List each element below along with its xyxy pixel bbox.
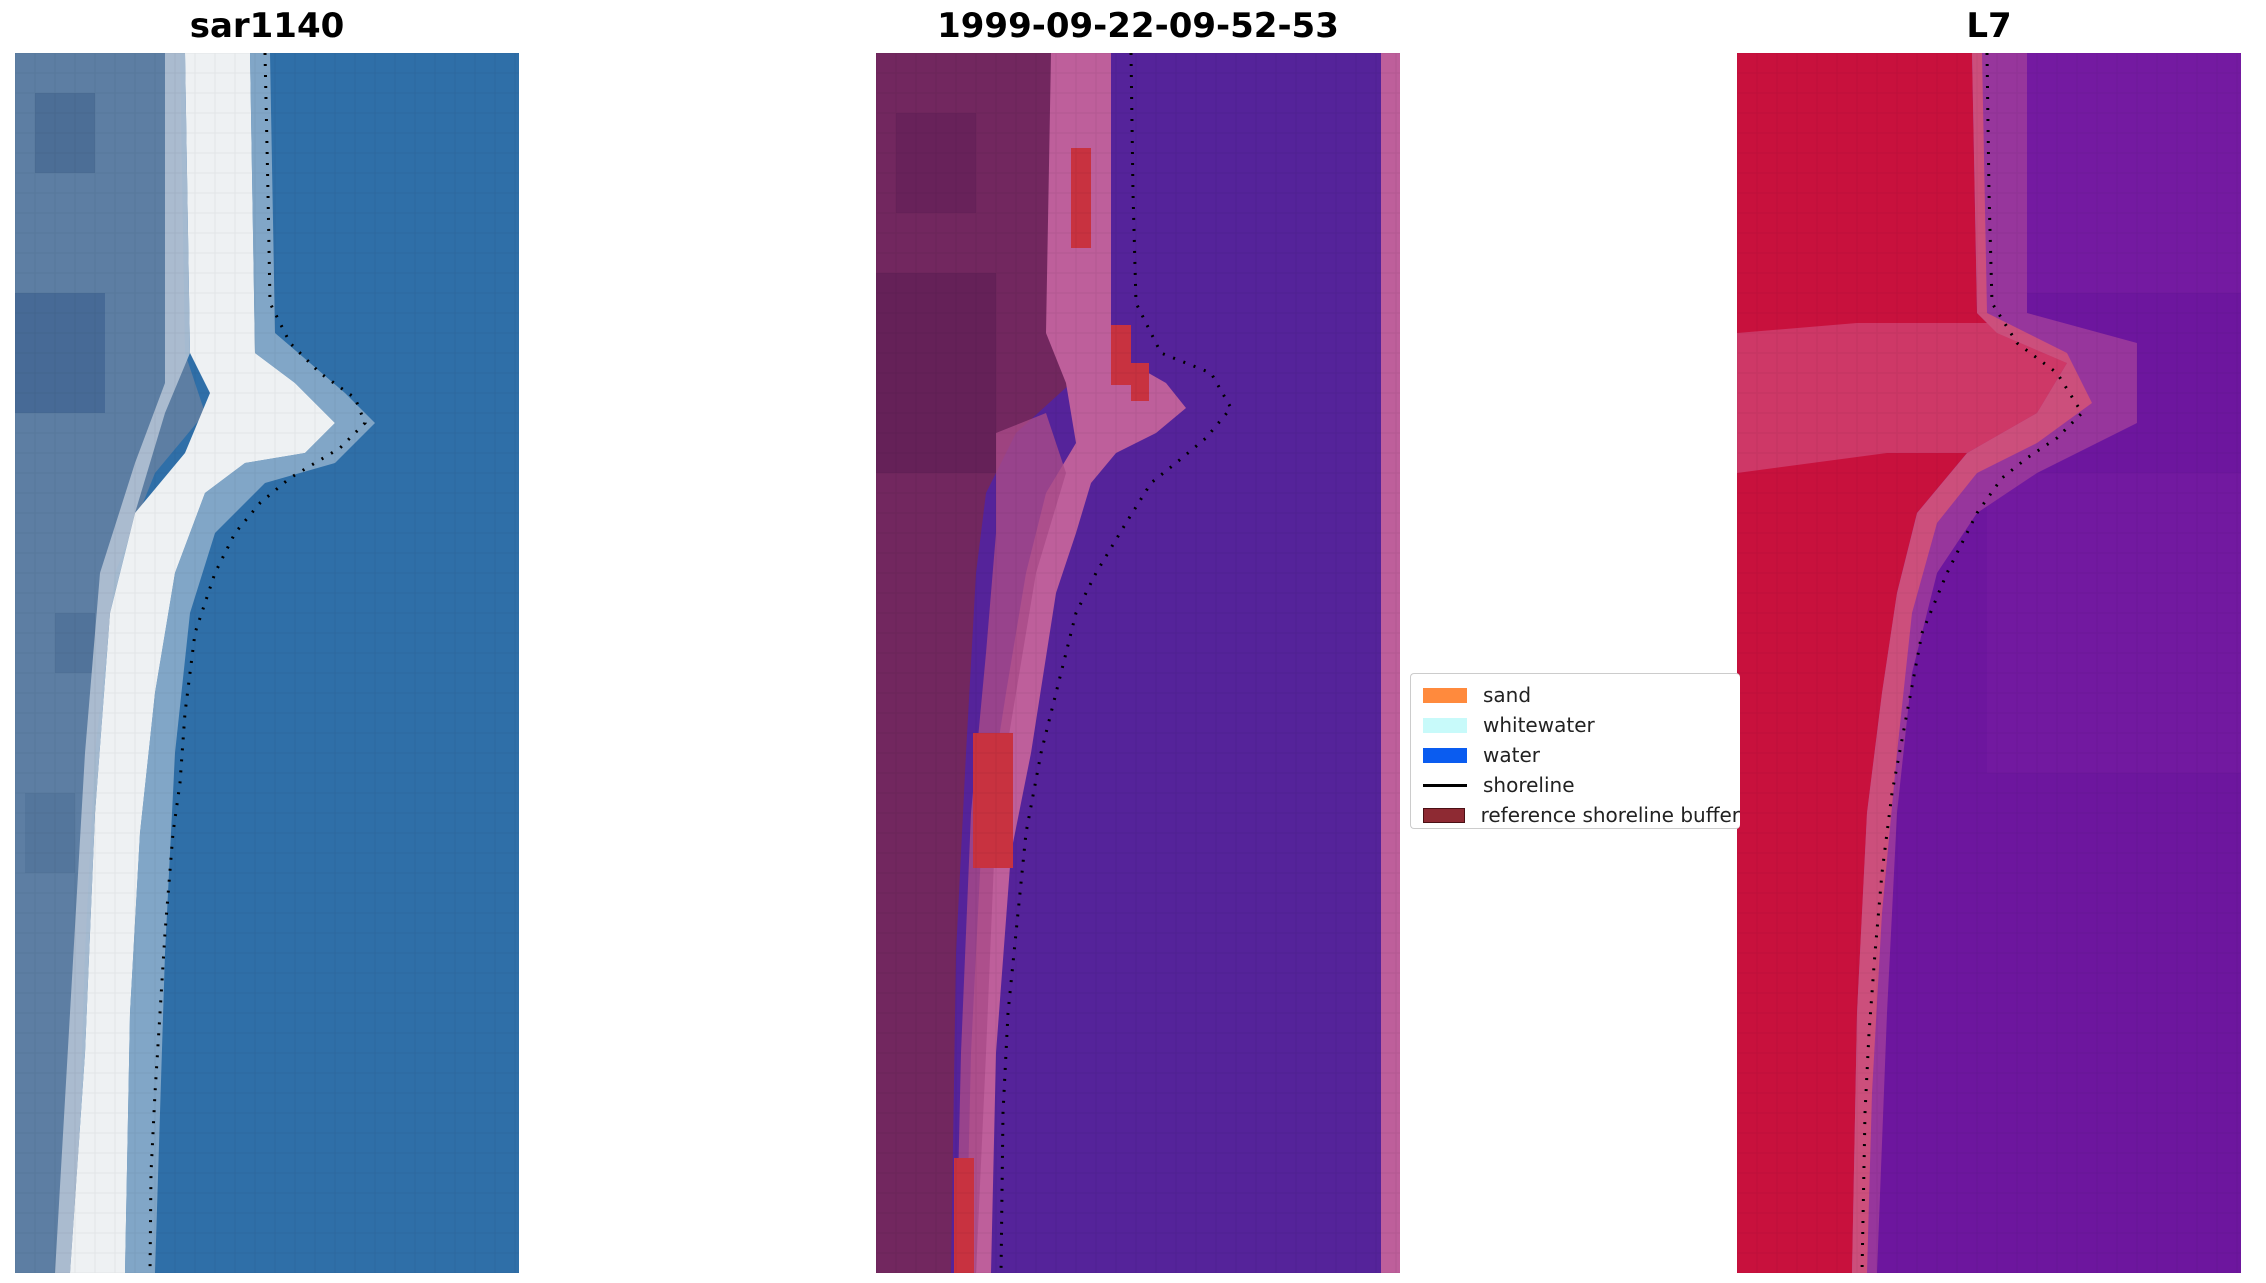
legend-label: reference shoreline buffer: [1480, 803, 1740, 827]
legend-swatch-sand: [1423, 687, 1467, 703]
legend-item-whitewater: whitewater: [1417, 710, 1740, 740]
legend-item-water: water: [1417, 740, 1740, 770]
legend-label: whitewater: [1483, 713, 1595, 737]
shoreline-index: [1860, 53, 2084, 1273]
image-title-left: sar1140: [189, 6, 345, 46]
legend-item-sand: sand: [1417, 680, 1740, 710]
classification-image-panel: [876, 53, 1400, 1273]
index-image: [1737, 53, 2241, 1273]
image-title-middle: 1999-09-22-09-52-53: [937, 6, 1339, 46]
image-title-right: L7: [1966, 6, 2012, 46]
index-image-panel: [1737, 53, 2241, 1273]
legend: sand whitewater water shoreline referenc…: [1410, 673, 1740, 829]
legend-swatch-whitewater: [1423, 717, 1467, 733]
legend-swatch-shoreline: [1423, 783, 1467, 787]
legend-label: sand: [1483, 683, 1532, 707]
legend-label: water: [1483, 743, 1540, 767]
legend-swatch-reference-buffer: [1423, 807, 1465, 823]
classification-image: [876, 53, 1400, 1273]
legend-item-shoreline: shoreline: [1417, 770, 1740, 800]
legend-swatch-water: [1423, 747, 1467, 763]
rgb-image: [15, 53, 519, 1273]
rgb-image-panel: [15, 53, 519, 1273]
legend-item-reference-buffer: reference shoreline buffer: [1417, 800, 1740, 828]
legend-label: shoreline: [1483, 773, 1575, 797]
